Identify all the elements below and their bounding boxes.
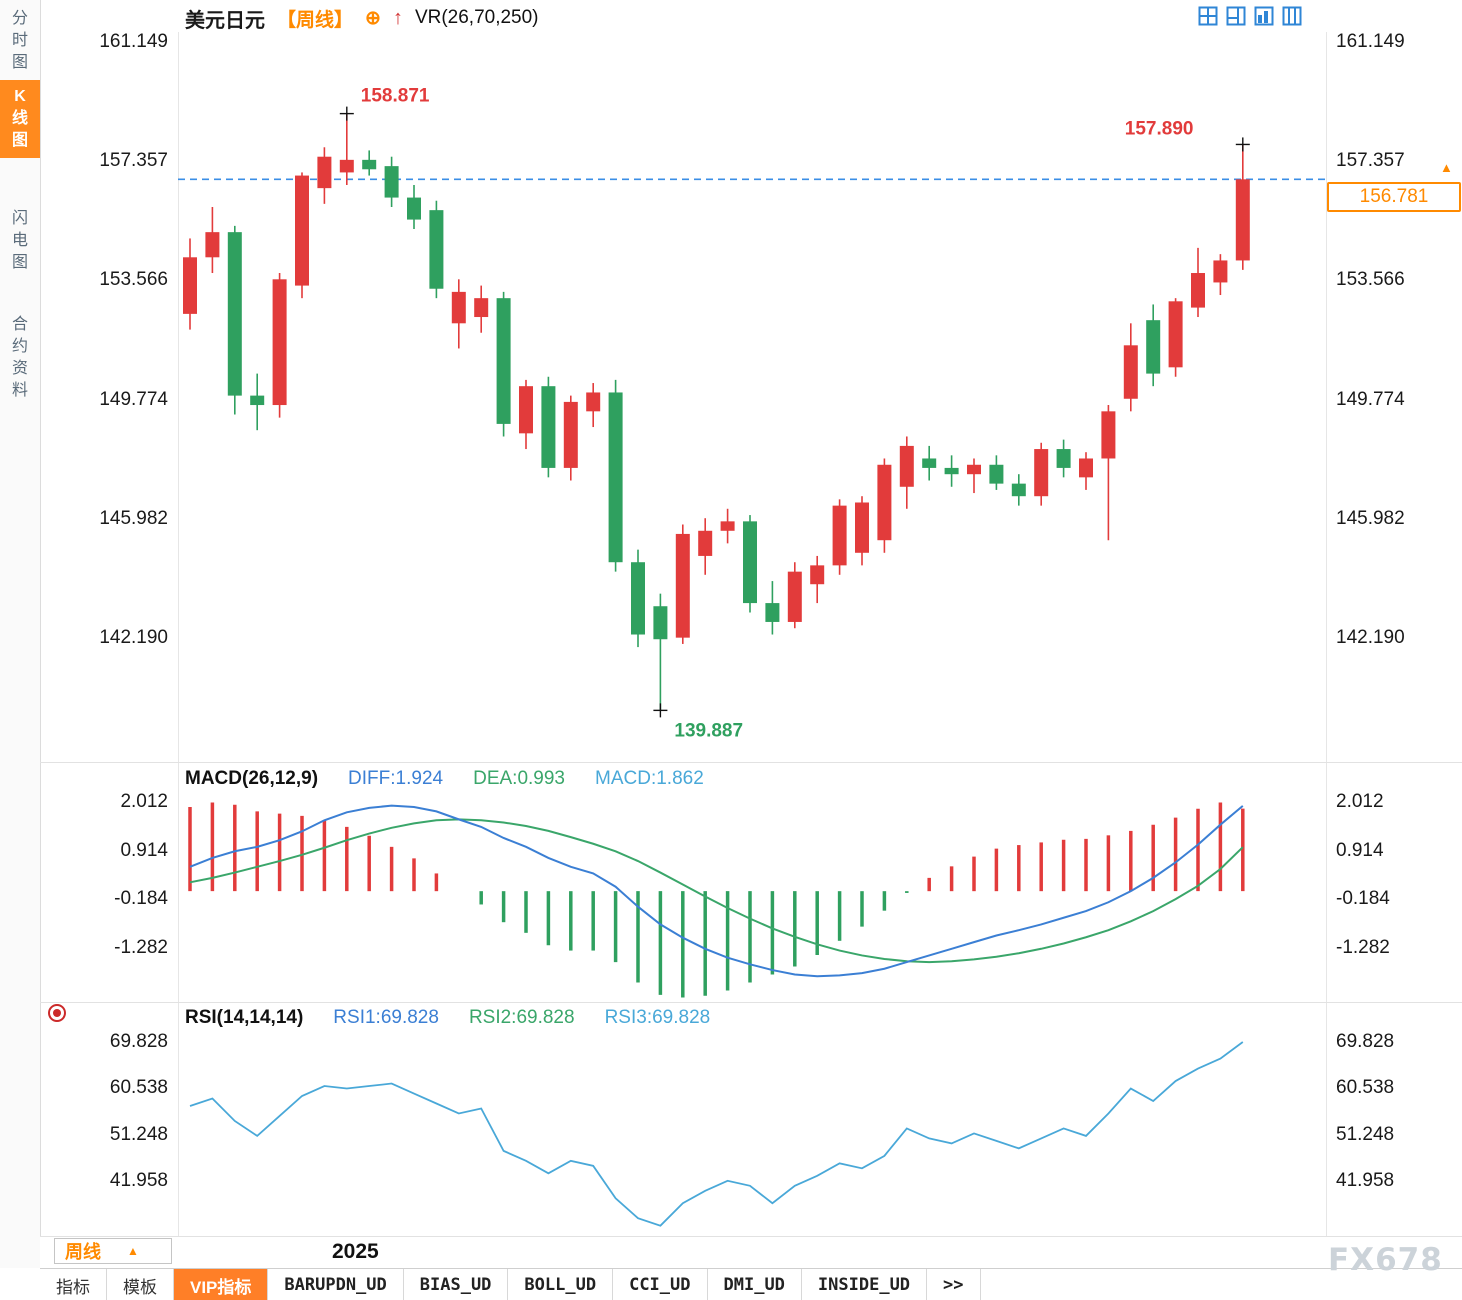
- indicator-tab-bar: 指标 模板 VIP指标 BARUPDN_UD BIAS_UD BOLL_UD C…: [40, 1268, 1462, 1300]
- zoom-add-icon[interactable]: ⊕: [365, 7, 381, 29]
- layout-columns-icon[interactable]: [1282, 6, 1302, 26]
- panel-separator-2: [40, 1002, 1462, 1003]
- svg-text:158.871: 158.871: [361, 86, 430, 107]
- axis-tick-right: -1.282: [1336, 936, 1390, 958]
- tab-indicators[interactable]: 指标: [40, 1269, 107, 1300]
- axis-tick-right: 41.958: [1336, 1170, 1395, 1191]
- axis-tick-right: 69.828: [1336, 1031, 1395, 1052]
- sidebar-tab-lightning-chart[interactable]: 闪电图: [11, 210, 28, 271]
- tab-inside-ud[interactable]: INSIDE_UD: [802, 1269, 928, 1300]
- axis-tick-right: 0.914: [1336, 839, 1384, 861]
- symbol-title: 美元日元: [185, 9, 265, 32]
- xaxis-year-label: 2025: [332, 1240, 379, 1263]
- plot-right-border: [1326, 32, 1327, 1237]
- axis-tick-right: 153.566: [1336, 269, 1405, 291]
- axis-tick-right: 161.149: [1336, 31, 1405, 52]
- macd-chart[interactable]: [178, 766, 1326, 1002]
- tab-barupdn-ud[interactable]: BARUPDN_UD: [268, 1269, 404, 1300]
- axis-tick-left: 51.248: [109, 1123, 168, 1145]
- axis-tick-left: 145.982: [99, 507, 168, 529]
- layout-toolbar: [1198, 6, 1302, 26]
- axis-tick-left: 153.566: [99, 269, 168, 291]
- period-label[interactable]: 【周线】: [277, 9, 354, 31]
- macd-diff-value: DIFF:1.924: [348, 768, 444, 789]
- price-up-arrow-icon: ▲: [1440, 160, 1453, 176]
- axis-tick-left: 60.538: [109, 1077, 168, 1099]
- left-sidebar: 分时图 K线图 闪电图 合约资料: [0, 0, 41, 1268]
- axis-tick-left: 157.357: [99, 150, 168, 172]
- tab-boll-ud[interactable]: BOLL_UD: [508, 1269, 614, 1300]
- candlestick-chart[interactable]: 158.871 139.887 157.890: [178, 32, 1326, 762]
- tab-dmi-ud[interactable]: DMI_UD: [708, 1269, 802, 1300]
- axis-tick-left: 69.828: [109, 1031, 168, 1052]
- layout-quad-icon[interactable]: [1198, 6, 1218, 26]
- axis-tick-right: 2.012: [1336, 791, 1384, 812]
- rsi-name[interactable]: RSI(14,14,14): [185, 1007, 304, 1028]
- axis-tick-right: 142.190: [1336, 626, 1405, 648]
- rsi1-value: RSI1:69.828: [333, 1007, 439, 1028]
- axis-tick-right: 157.357: [1336, 150, 1405, 172]
- tab-more[interactable]: >>: [927, 1269, 981, 1300]
- axis-tick-right: 60.538: [1336, 1077, 1395, 1099]
- macd-name[interactable]: MACD(26,12,9): [185, 768, 319, 789]
- macd-value: MACD:1.862: [595, 768, 704, 789]
- period-selector[interactable]: 周线 ▲: [54, 1238, 172, 1264]
- layout-split-icon[interactable]: [1226, 6, 1246, 26]
- axis-tick-left: -1.282: [114, 936, 168, 958]
- axis-tick-left: 149.774: [99, 388, 168, 410]
- tab-cci-ud[interactable]: CCI_UD: [613, 1269, 708, 1300]
- tab-bias-ud[interactable]: BIAS_UD: [404, 1269, 509, 1300]
- axis-tick-right: 51.248: [1336, 1123, 1395, 1145]
- panel-separator-1: [40, 762, 1462, 763]
- watermark: FX678: [1328, 1242, 1443, 1278]
- axis-tick-left: 0.914: [120, 839, 168, 861]
- axis-tick-left: 142.190: [99, 626, 168, 648]
- sidebar-tab-kline-chart[interactable]: K线图: [0, 80, 40, 158]
- tab-vip-indicators[interactable]: VIP指标: [174, 1269, 269, 1300]
- axis-tick-left: 161.149: [99, 31, 168, 52]
- rsi2-value: RSI2:69.828: [468, 1007, 575, 1028]
- plot-left-border: [178, 32, 179, 1237]
- sidebar-tab-contract-info[interactable]: 合约资料: [11, 316, 28, 399]
- axis-tick-left: 41.958: [109, 1170, 168, 1191]
- vr-indicator-label[interactable]: VR(26,70,250): [414, 7, 539, 28]
- panel-separator-3: [40, 1236, 1462, 1237]
- axis-tick-right: -0.184: [1336, 888, 1390, 910]
- indicator-settings-icon[interactable]: [48, 1004, 66, 1022]
- period-selector-arrow-icon: ▲: [127, 1244, 139, 1258]
- axis-tick-left: 2.012: [120, 791, 168, 812]
- rsi3-value: RSI3:69.828: [604, 1007, 711, 1028]
- current-price-tag: 156.781: [1327, 182, 1461, 213]
- rsi-header: RSI(14,14,14) RSI1:69.828 RSI2:69.828 RS…: [185, 1007, 710, 1029]
- xaxis-strip: 周线 ▲ 2025: [40, 1237, 1462, 1268]
- period-selector-label: 周线: [65, 1242, 101, 1262]
- axis-tick-right: 149.774: [1336, 388, 1405, 410]
- sidebar-tab-time-chart[interactable]: 分时图: [11, 10, 28, 71]
- tab-templates[interactable]: 模板: [107, 1269, 174, 1300]
- svg-text:139.887: 139.887: [674, 720, 743, 741]
- macd-header: MACD(26,12,9) DIFF:1.924 DEA:0.993 MACD:…: [185, 768, 704, 790]
- axis-tick-right: 145.982: [1336, 507, 1405, 529]
- chart-header: 美元日元 【周线】 ⊕ ↑ VR(26,70,250): [185, 4, 539, 32]
- layout-chart-icon[interactable]: [1254, 6, 1274, 26]
- svg-text:157.890: 157.890: [1125, 118, 1194, 139]
- rsi-chart[interactable]: [178, 1004, 1326, 1236]
- macd-dea-value: DEA:0.993: [473, 768, 565, 789]
- axis-tick-left: -0.184: [114, 888, 168, 910]
- up-arrow-icon: ↑: [392, 6, 403, 29]
